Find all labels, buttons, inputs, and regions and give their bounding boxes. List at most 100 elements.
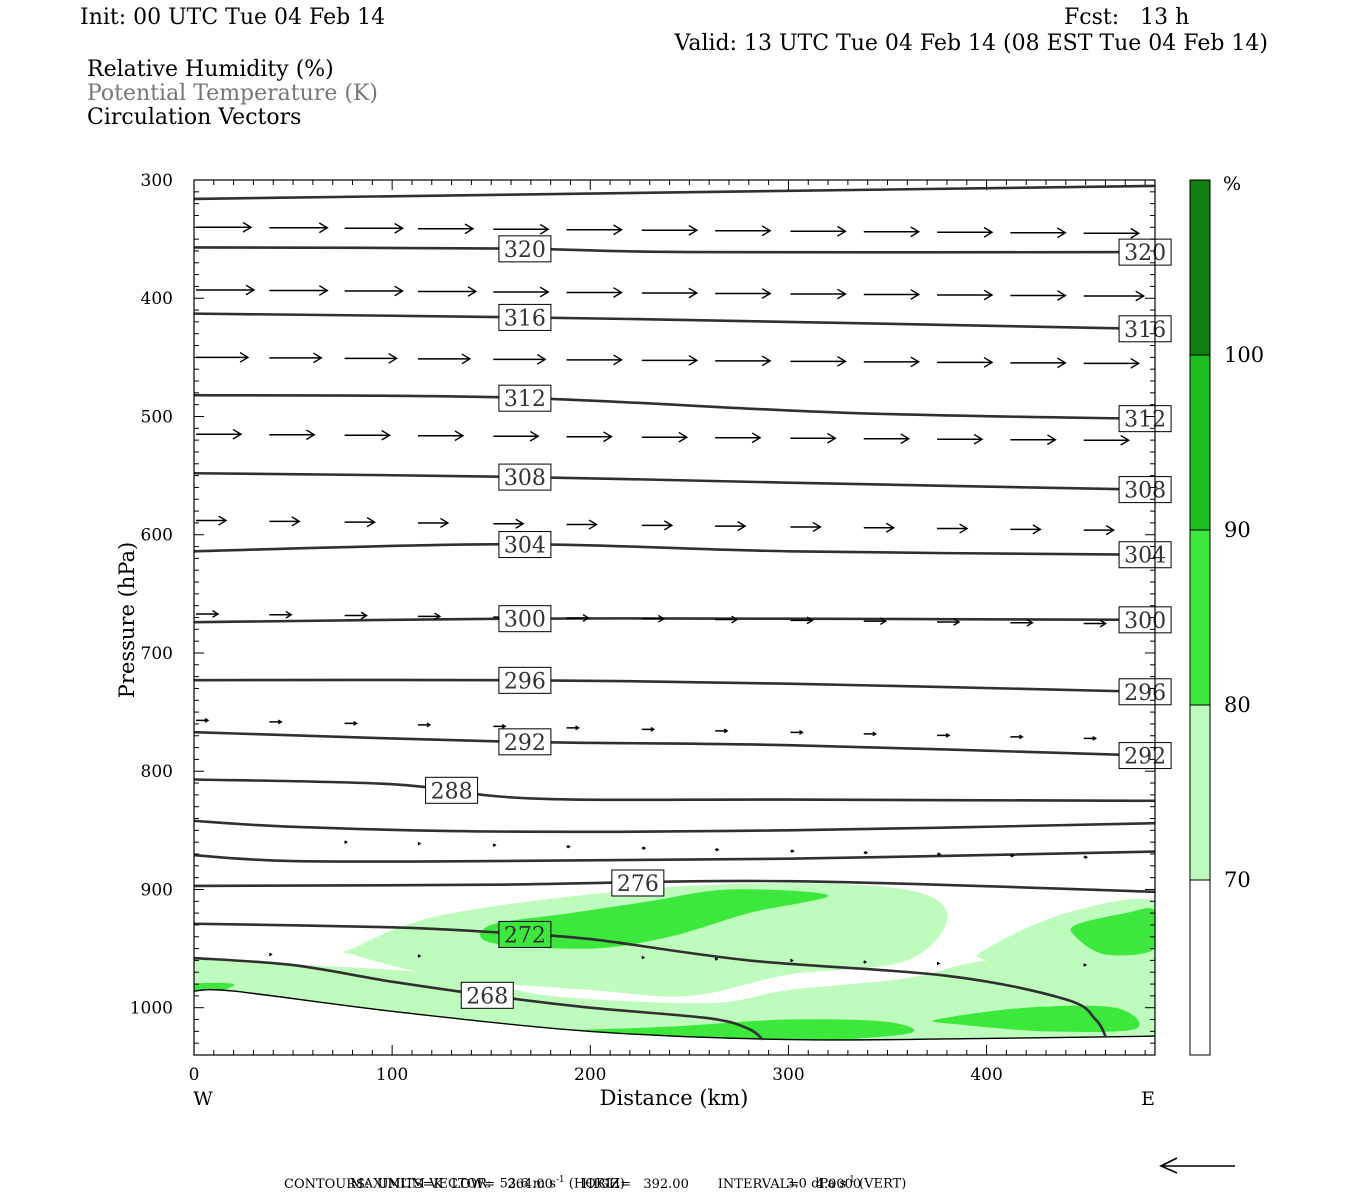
contour-label-box	[1118, 678, 1172, 706]
contour-label-box	[425, 776, 479, 804]
theta-contours	[194, 184, 1155, 1041]
circulation-vector	[566, 725, 580, 731]
contour-label-304: 304	[498, 531, 552, 559]
colorbar-unit: %	[1223, 173, 1241, 195]
rh-region-80-90	[480, 889, 829, 949]
y-tick-label: 1000	[130, 999, 173, 1019]
contour-labels: 320 320 316 316 312 312 308 308 304 304 300 300 296 2…	[425, 235, 1172, 1009]
circulation-vector	[566, 431, 613, 443]
circulation-vector	[715, 355, 772, 367]
circulation-vectors	[196, 221, 1146, 967]
circulation-vector	[863, 850, 869, 855]
circulation-vector	[269, 352, 323, 364]
circulation-vector	[344, 285, 404, 297]
circulation-vector	[1083, 525, 1116, 536]
circulation-vector	[493, 353, 547, 365]
circulation-vector	[790, 616, 814, 625]
contour-label-272: 272	[498, 920, 552, 948]
circulation-vector	[1010, 618, 1034, 627]
circulation-vector	[196, 610, 220, 618]
contour-label-292: 292	[1118, 742, 1172, 770]
contour-label-box	[498, 384, 552, 412]
contour-label-320: 320	[498, 235, 552, 263]
circulation-vector	[344, 720, 358, 726]
circulation-vector	[937, 732, 951, 738]
vertical-vector-info: 3.0 dPa s-1 (VERT)	[786, 1175, 907, 1192]
contour-label-312: 312	[498, 384, 552, 412]
circulation-vector	[863, 289, 921, 300]
circulation-vector	[493, 518, 525, 529]
circulation-vector	[417, 954, 422, 958]
circulation-vector	[715, 432, 762, 444]
circulation-vector	[1083, 227, 1141, 239]
circulation-vector	[269, 285, 329, 296]
contour-label-text: 304	[504, 534, 546, 559]
circulation-vector	[863, 226, 921, 238]
circulation-vector	[493, 286, 550, 298]
rh-region-80-90	[932, 1005, 1140, 1032]
circulation-vector	[1083, 434, 1131, 446]
circulation-vector	[937, 618, 961, 626]
circulation-vector	[344, 611, 368, 620]
rh-region-80-90	[1070, 908, 1155, 956]
theta-contour-272	[194, 922, 1107, 1037]
theta-contour-296	[194, 678, 1155, 694]
field-label-rh: Relative Humidity (%)	[87, 57, 334, 82]
circulation-vector	[937, 226, 994, 238]
circulation-vector	[269, 429, 316, 441]
contour-label-312: 312	[1118, 405, 1172, 433]
circulation-vector	[790, 849, 795, 853]
theta-contour-320	[194, 246, 1155, 254]
east-label: E	[1141, 1088, 1155, 1110]
circulation-vector	[196, 284, 256, 296]
circulation-vector	[196, 351, 250, 363]
colorbar-frame	[1189, 179, 1211, 1056]
contour-label-300: 300	[1118, 606, 1172, 634]
x-tick-label: 100	[376, 1065, 408, 1085]
theta-contour-324	[194, 184, 1155, 201]
circulation-vector	[641, 955, 646, 960]
field-label-theta: Potential Temperature (K)	[87, 81, 378, 106]
circulation-vector	[863, 731, 878, 737]
circulation-vector	[1010, 227, 1067, 239]
circulation-vector	[715, 615, 739, 624]
contour-label-box	[1118, 606, 1172, 634]
contour-label-308: 308	[1118, 476, 1172, 504]
contour-label-text: 316	[1124, 318, 1166, 343]
circulation-vector	[269, 719, 283, 725]
circulation-vector	[417, 841, 422, 846]
max-vector-info: MAXIMUM VECTOR: 53.6 m s-1 (HORIZ)	[350, 1175, 625, 1192]
y-tick-label: 400	[141, 289, 173, 309]
west-label: W	[193, 1088, 213, 1110]
contour-label-288: 288	[425, 776, 479, 804]
circulation-vector	[790, 225, 847, 237]
contour-label-text: 296	[504, 669, 546, 694]
contour-label-text: 312	[504, 387, 546, 412]
contour-label-box	[498, 920, 552, 948]
circulation-vector	[566, 287, 623, 298]
circulation-vector	[1010, 734, 1024, 740]
terrain	[194, 988, 1155, 1055]
circulation-vector	[268, 952, 273, 957]
circulation-vector	[493, 723, 507, 729]
contour-label-300: 300	[498, 605, 552, 633]
circulation-vector	[863, 356, 921, 368]
circulation-vector	[344, 840, 348, 844]
circulation-vector	[715, 521, 747, 532]
contour-label-292: 292	[498, 728, 552, 756]
theta-contour-288	[194, 778, 1155, 803]
circulation-vector	[344, 429, 391, 441]
contour-label-320: 320	[1118, 238, 1172, 266]
colorbar-level-label: 90	[1224, 518, 1251, 542]
x-tick-label: 300	[772, 1065, 804, 1085]
contour-label-text: 320	[504, 238, 546, 263]
contour-label-text: 312	[1124, 408, 1166, 433]
colorbar-level-label: 80	[1224, 693, 1251, 717]
y-axis-title: Pressure (hPa)	[115, 542, 139, 698]
contour-label-box	[1118, 405, 1172, 433]
contour-label-box	[498, 531, 552, 559]
circulation-vector	[344, 352, 398, 364]
theta-contour-312	[194, 393, 1155, 421]
contour-label-box	[460, 981, 514, 1009]
circulation-vector	[1083, 357, 1141, 369]
